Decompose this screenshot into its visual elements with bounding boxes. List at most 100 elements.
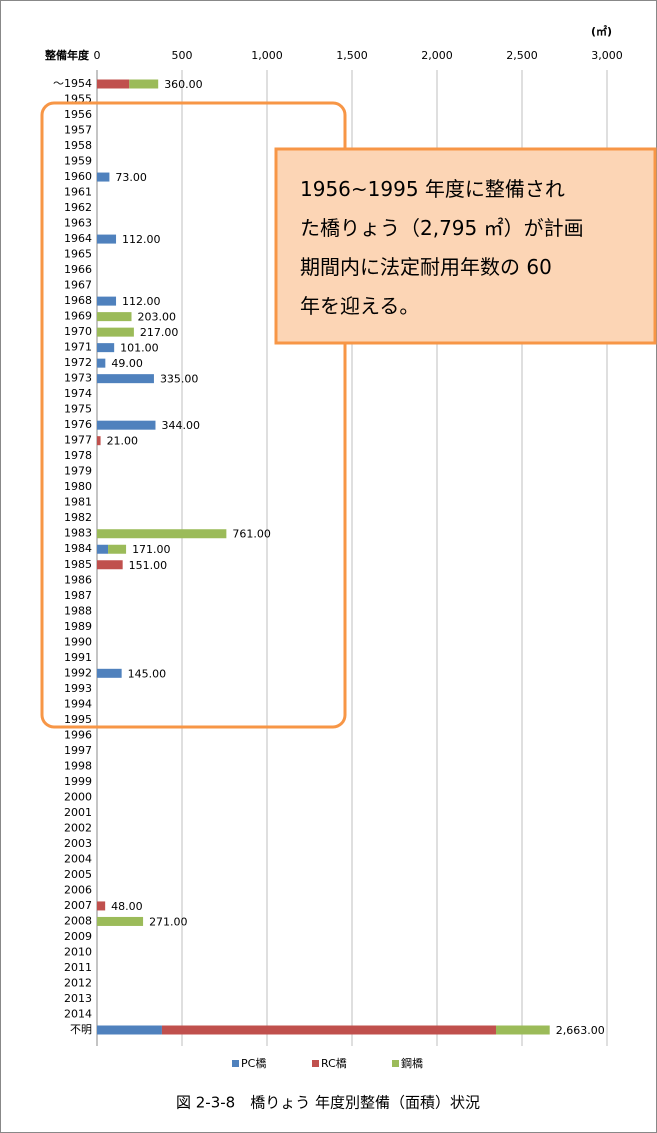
y-tick-label: 不明 [70, 1023, 92, 1036]
y-tick-label: 1987 [64, 589, 92, 602]
y-tick-label: 1967 [64, 279, 92, 292]
y-tick-label: 1994 [64, 697, 92, 710]
x-tick-label: 2,500 [506, 49, 538, 62]
bar-segment [97, 312, 132, 322]
y-tick-label: 1971 [64, 341, 92, 354]
bar-segment [97, 668, 122, 678]
y-tick-label: 1996 [64, 728, 92, 741]
annotation-line: 1956~1995 年度に整備され [300, 177, 565, 201]
bar-segment [97, 1025, 162, 1035]
total-label: 217.00 [140, 326, 179, 339]
y-tick-label: 2000 [64, 790, 92, 803]
legend-label: 鋼橋 [401, 1056, 423, 1070]
y-tick-label: 1978 [64, 449, 92, 462]
y-tick-label: 2009 [64, 930, 92, 943]
y-tick-label: 1998 [64, 759, 92, 772]
y-tick-label: 1980 [64, 480, 92, 493]
y-tick-label: 1986 [64, 573, 92, 586]
y-tick-label: 1966 [64, 263, 92, 276]
x-tick-label: 0 [94, 49, 101, 62]
bar-segment [97, 436, 101, 446]
y-tick-label: 1970 [64, 325, 92, 338]
bar-segment [495, 1025, 550, 1035]
total-label: 203.00 [138, 311, 177, 324]
plot: 0 500 1,000 1,500 2,000 2,500 3,000 ～1954 360.00… [53, 49, 623, 1070]
y-tick-label: 1968 [64, 294, 92, 307]
y-tick-label: 2001 [64, 806, 92, 819]
bar-segment [97, 374, 154, 384]
y-tick-label: 1977 [64, 434, 92, 447]
y-tick-label: 1962 [64, 201, 92, 214]
bar-segment [97, 560, 123, 570]
highlight-box [40, 101, 347, 729]
y-tick-label: ～1954 [53, 77, 92, 90]
y-tick-label: 1981 [64, 496, 92, 509]
y-tick-label: 2005 [64, 868, 92, 881]
y-tick-label: 1997 [64, 744, 92, 757]
total-label: 335.00 [160, 373, 199, 386]
y-tick-label: 1956 [64, 108, 92, 121]
x-tick-label: 1,000 [251, 49, 283, 62]
y-tick-label: 2011 [64, 961, 92, 974]
bar-segment [108, 544, 127, 554]
bar-segment [97, 544, 109, 554]
y-tick-label: 1985 [64, 558, 92, 571]
y-tick-label: 2008 [64, 914, 92, 927]
y-tick-label: 1974 [64, 387, 92, 400]
total-label: 101.00 [120, 342, 159, 355]
y-tick-label: 2002 [64, 821, 92, 834]
y-tick-label: 2010 [64, 945, 92, 958]
bar-segment [97, 901, 106, 911]
y-tick-label: 1957 [64, 124, 92, 137]
y-tick-label: 2013 [64, 992, 92, 1005]
bar-segment [97, 327, 134, 337]
y-tick-label: 1960 [64, 170, 92, 183]
y-tick-label: 1983 [64, 527, 92, 540]
y-tick-label: 2007 [64, 899, 92, 912]
y-tick-label: 1961 [64, 186, 92, 199]
caption: 図 2-3-8 橋りょう 年度別整備（面積）状況 [176, 1094, 480, 1112]
legend-label: PC橋 [241, 1056, 266, 1070]
y-tick-label: 1964 [64, 232, 92, 245]
y-tick-label: 2004 [64, 852, 92, 865]
total-label: 360.00 [164, 78, 203, 91]
total-label: 171.00 [132, 543, 171, 556]
y-tick-label: 2012 [64, 976, 92, 989]
bar-segment [97, 172, 110, 182]
bar-segment [97, 529, 227, 539]
y-tick-label: 1972 [64, 356, 92, 369]
y-tick-label: 1965 [64, 248, 92, 261]
total-label: 271.00 [149, 915, 188, 928]
total-label: 344.00 [161, 419, 200, 432]
bar-segment [97, 234, 117, 244]
annotation-line: た橋りょう（2,795 ㎡）が計画 [300, 216, 584, 240]
y-tick-label: 1963 [64, 217, 92, 230]
y-tick-label: 1979 [64, 465, 92, 478]
total-label: 151.00 [129, 559, 168, 572]
x-tick-label: 1,500 [336, 49, 368, 62]
y-tick-label: 1969 [64, 310, 92, 323]
bar-segment [97, 296, 117, 306]
x-tick-label: 2,000 [421, 49, 453, 62]
legend-label: RC橋 [321, 1056, 347, 1070]
x-tick-label: 500 [172, 49, 193, 62]
bar-segment [97, 343, 115, 353]
legend-swatch [232, 1060, 239, 1067]
annotation: 1956~1995 年度に整備された橋りょう（2,795 ㎡）が計画期間内に法定… [300, 177, 584, 318]
y-tick-label: 1973 [64, 372, 92, 385]
y-tick-label: 1988 [64, 604, 92, 617]
total-label: 112.00 [122, 233, 161, 246]
y-tick-label: 1992 [64, 666, 92, 679]
x-tick-label: 3,000 [591, 49, 623, 62]
y-tick-label: 1990 [64, 635, 92, 648]
total-label: 49.00 [111, 357, 143, 370]
total-label: 21.00 [107, 435, 139, 448]
total-label: 2,663.00 [556, 1024, 605, 1037]
y-tick-label: 1976 [64, 418, 92, 431]
y-tick-label: 2014 [64, 1007, 92, 1020]
y-tick-label: 1991 [64, 651, 92, 664]
unit-label: (㎡) [591, 24, 612, 38]
y-tick-label: 1989 [64, 620, 92, 633]
y-tick-label: 1982 [64, 511, 92, 524]
